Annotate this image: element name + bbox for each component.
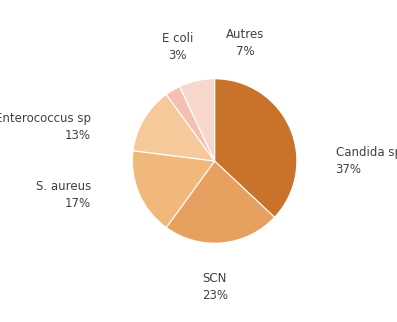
- Text: Candida sp
37%: Candida sp 37%: [335, 146, 397, 176]
- Wedge shape: [215, 79, 297, 217]
- Text: E coli
3%: E coli 3%: [162, 32, 194, 62]
- Wedge shape: [133, 151, 215, 228]
- Text: S. aureus
17%: S. aureus 17%: [36, 180, 91, 210]
- Wedge shape: [179, 79, 215, 161]
- Wedge shape: [133, 94, 215, 161]
- Text: SCN
23%: SCN 23%: [202, 272, 227, 302]
- Text: Autres
7%: Autres 7%: [226, 28, 265, 58]
- Text: Enterococcus sp
13%: Enterococcus sp 13%: [0, 112, 91, 142]
- Wedge shape: [166, 87, 215, 161]
- Wedge shape: [166, 161, 275, 243]
